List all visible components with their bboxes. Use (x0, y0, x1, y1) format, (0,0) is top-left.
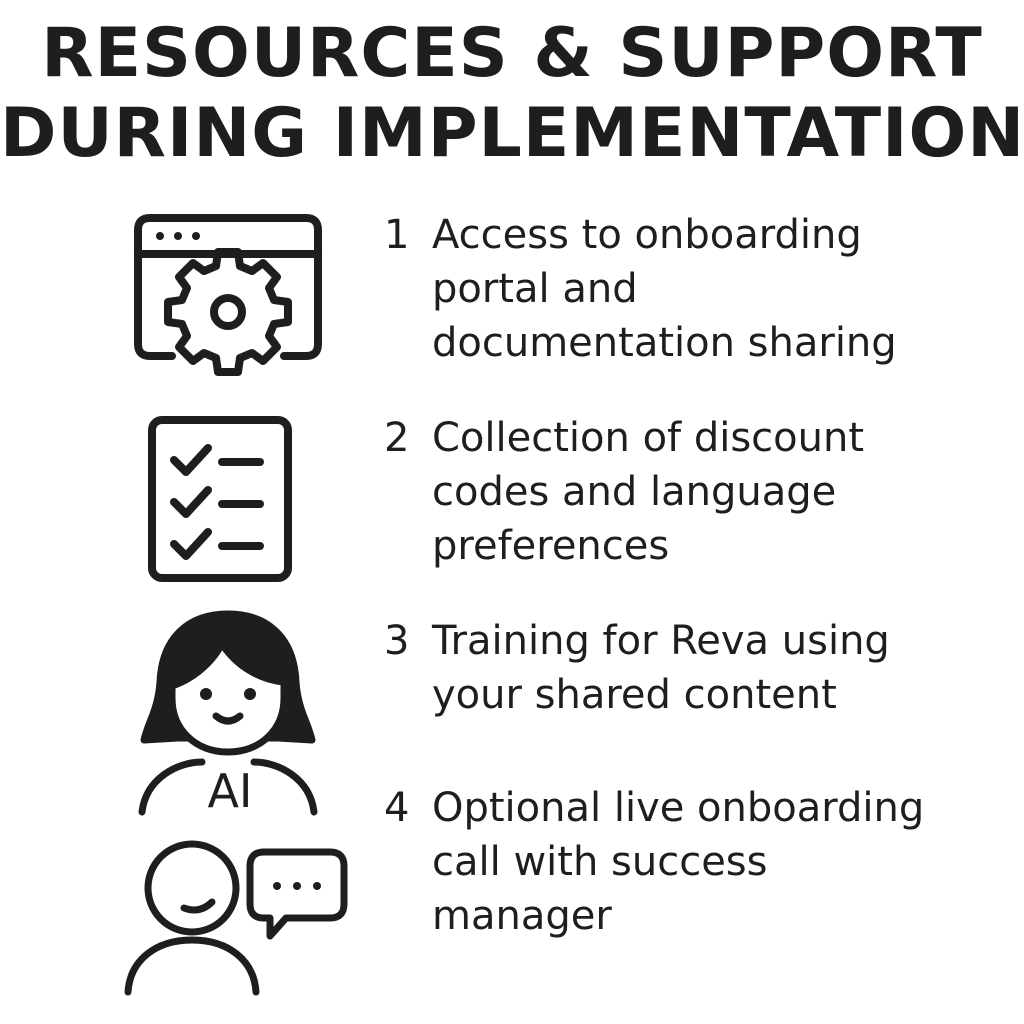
step-1-line-1: Access to onboarding (432, 212, 862, 258)
step-2-line-3: preferences (432, 523, 670, 569)
step-1-text: Access to onboarding portal and document… (432, 208, 992, 370)
page-title-line-1: RESOURCES & SUPPORT (41, 14, 983, 93)
step-2-line-1: Collection of discount (432, 415, 865, 461)
checklist-icon (140, 408, 300, 590)
step-4-text: Optional live onboarding call with succe… (432, 781, 992, 943)
ai-avatar-label: AI (207, 764, 253, 818)
step-4-number: 4 (384, 785, 410, 831)
ai-avatar-icon (128, 602, 328, 830)
step-2-line-2: codes and language (432, 469, 837, 515)
page-title-line-2: DURING IMPLEMENTATION (0, 94, 1024, 173)
step-3-line-1: Training for Reva using (432, 618, 890, 664)
step-4-line-3: manager (432, 893, 612, 939)
step-3-text: Training for Reva using your shared cont… (432, 614, 992, 722)
step-3-number: 3 (384, 618, 410, 664)
step-4-line-2: call with success (432, 839, 768, 885)
browser-window-gear-icon (128, 208, 328, 380)
step-3-line-2: your shared content (432, 672, 837, 718)
step-4-line-1: Optional live onboarding (432, 785, 925, 831)
step-1-line-2: portal and (432, 266, 638, 312)
step-1-number: 1 (384, 212, 410, 258)
step-2-text: Collection of discount codes and languag… (432, 411, 992, 573)
step-2-number: 2 (384, 415, 410, 461)
person-chat-bubble-icon (112, 836, 352, 1000)
step-1-line-3: documentation sharing (432, 320, 897, 366)
